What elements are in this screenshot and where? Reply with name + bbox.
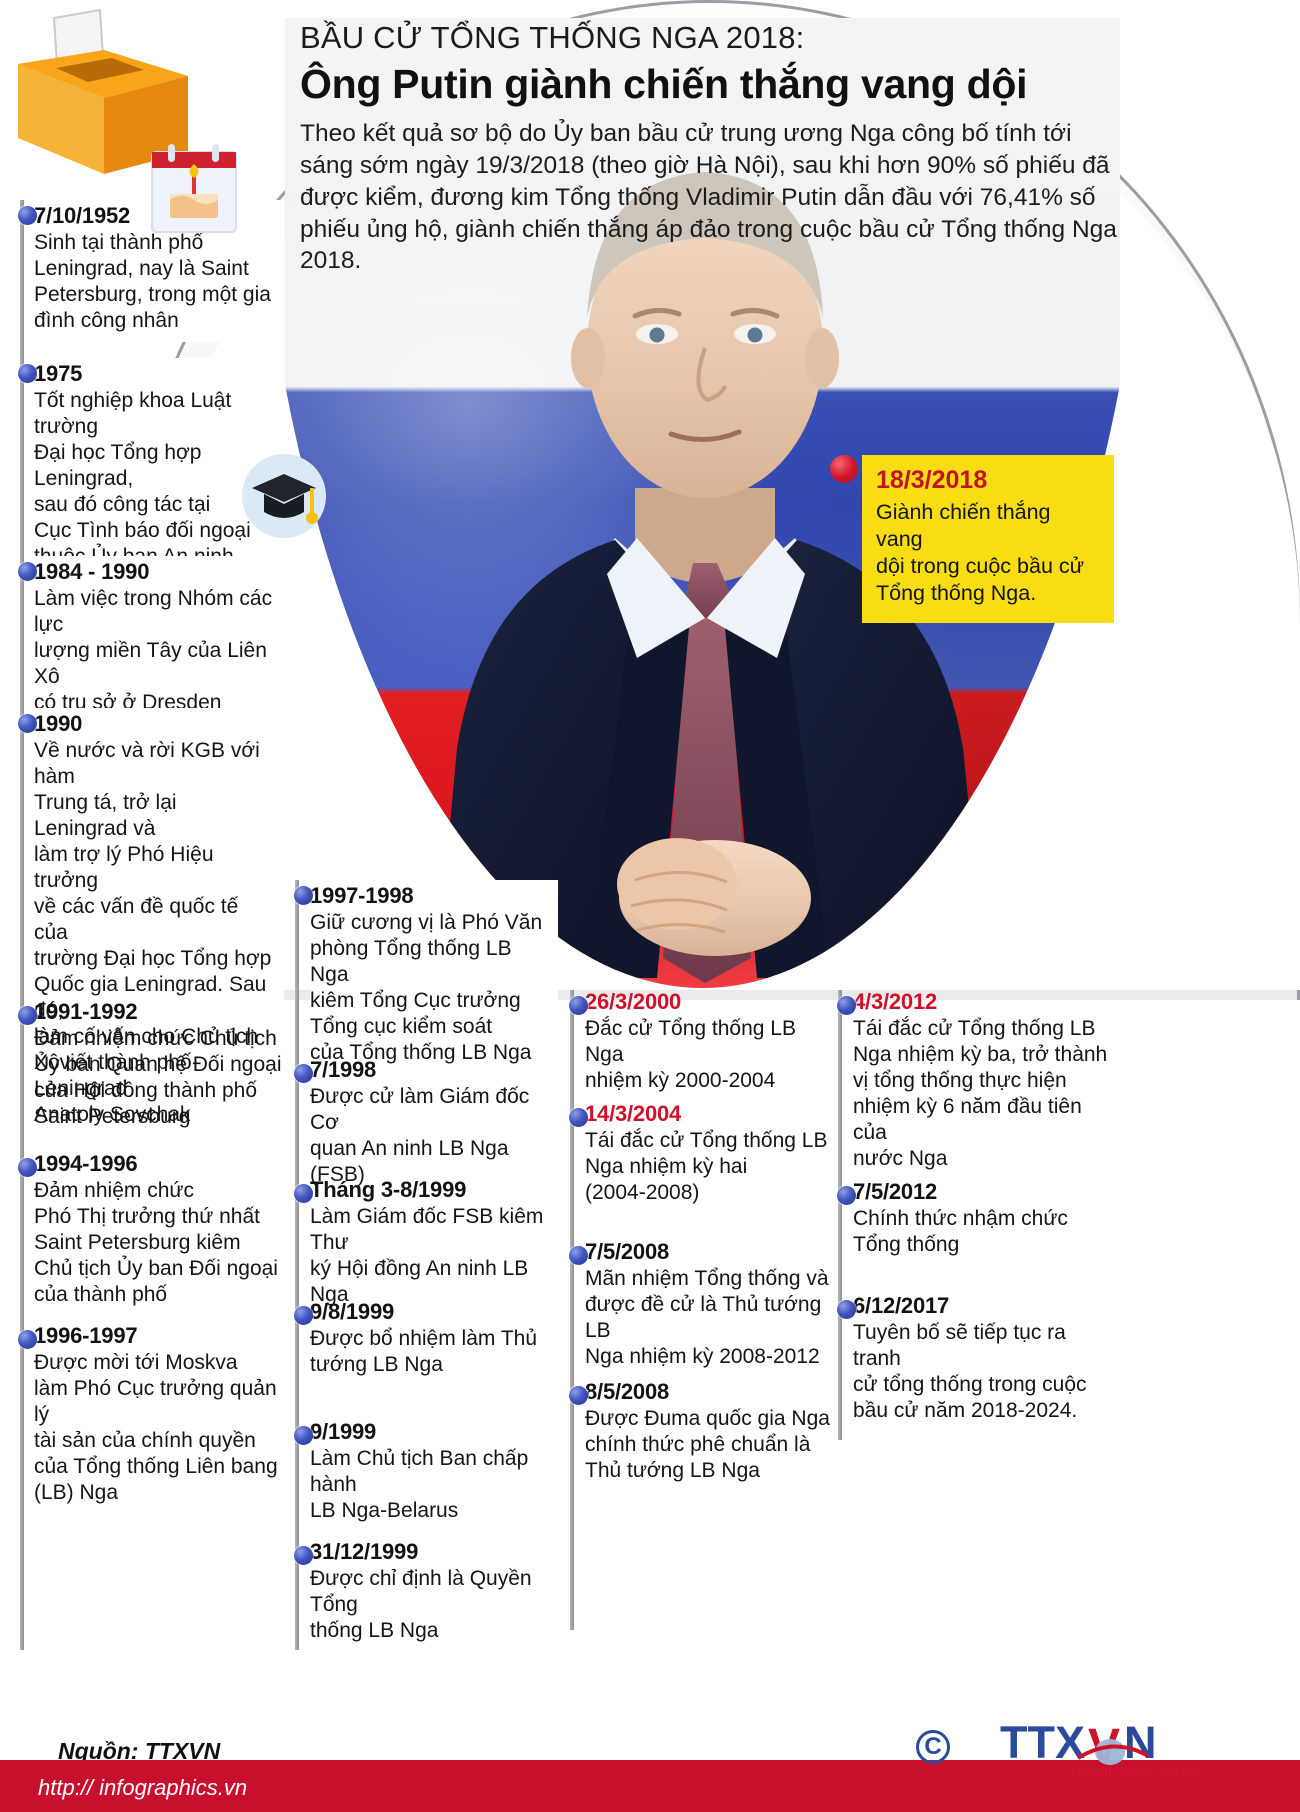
timeline-item[interactable]: 7/5/2008 Mãn nhiệm Tổng thống và được đề… [569,1239,835,1370]
timeline-date: 6/12/2017 [853,1293,950,1318]
timeline-dot-icon [569,996,588,1015]
ballot-box-icon [18,8,188,174]
graduation-cap-icon [242,454,326,538]
timeline-description: Về nước và rời KGB với hàm Trung tá, trở… [34,738,272,1127]
timeline-date: 8/5/2008 [585,1379,670,1404]
callout-text: Giành chiến thắng vang dội trong cuộc bầ… [876,499,1085,605]
svg-text:Vietnam News Agency: Vietnam News Agency [1062,1763,1211,1779]
timeline-item[interactable]: 9/1999 Làm Chủ tịch Ban chấp hành LB Nga… [294,1419,558,1524]
timeline-dot-icon [837,1186,856,1205]
timeline-date: 1996-1997 [34,1323,138,1348]
timeline-description: Đắc cử Tổng thống LB Nga nhiệm kỳ 2000-2… [585,1016,796,1092]
timeline-date: 26/3/2000 [585,989,682,1014]
callout-dot-icon [830,455,858,483]
timeline-item[interactable]: Tháng 3-8/1999 Làm Giám đốc FSB kiêm Thư… [294,1177,568,1308]
timeline-item[interactable]: 1990 Về nước và rời KGB với hàm Trung tá… [18,708,284,1137]
footer-bar [0,1760,1300,1812]
timeline-date: 1975 [34,361,83,386]
page-title: Ông Putin giành chiến thắng vang dội [300,61,1028,108]
timeline-dot-icon [569,1246,588,1265]
timeline-dot-icon [294,1426,313,1445]
timeline-description: Được bổ nhiệm làm Thủ tướng LB Nga [310,1326,538,1376]
lede-paragraph: Theo kết quả sơ bộ do Ủy ban bầu cử trun… [300,120,1117,275]
svg-text:TTX: TTX [1000,1718,1085,1768]
timeline-item[interactable]: 26/3/2000 Đắc cử Tổng thống LB Nga nhiệm… [569,989,835,1094]
timeline-dot-icon [294,1306,313,1325]
ttxvn-logo: TTX V N Vietnam News Agency [1000,1718,1211,1779]
callout-date: 18/3/2018 [876,466,988,494]
timeline-description: Tuyên bố sẽ tiếp tục ra tranh cử tổng th… [853,1320,1087,1422]
timeline-item[interactable]: 1991-1992 Đảm nhiệm chức Chủ tịch Ủy ban… [18,999,284,1130]
timeline-description: Tái đắc cử Tổng thống LB Nga nhiệm kỳ ha… [585,1128,828,1204]
timeline-rail-3 [570,990,574,1630]
timeline-item[interactable]: 6/12/2017 Tuyên bố sẽ tiếp tục ra tranh … [837,1293,1113,1424]
timeline-dot-icon [18,1006,37,1025]
timeline-dot-icon [569,1386,588,1405]
timeline-date: 1994-1996 [34,1151,138,1176]
timeline-description: Được mời tới Moskva làm Phó Cục trưởng q… [34,1350,278,1504]
timeline-description: Mãn nhiệm Tổng thống và được đề cử là Th… [585,1266,829,1368]
timeline-description: Sinh tại thành phố Leningrad, nay là Sai… [34,230,271,332]
timeline-date: 9/8/1999 [310,1299,395,1324]
timeline-date: 9/1999 [310,1419,377,1444]
timeline-dot-icon [18,206,37,225]
timeline-dot-icon [18,1158,37,1177]
timeline-date: 31/12/1999 [310,1539,419,1564]
timeline-dot-icon [837,1300,856,1319]
timeline-date: Tháng 3-8/1999 [310,1177,467,1202]
kicker-title: BẦU CỬ TỔNG THỐNG NGA 2018: [300,20,805,55]
highlight-callout[interactable]: 18/3/2018 Giành chiến thắng vang dội tro… [830,455,1114,623]
timeline-dot-icon [569,1108,588,1127]
timeline-date: 1984 - 1990 [34,559,150,584]
timeline-dot-icon [18,562,37,581]
timeline-item[interactable]: 7/5/2012 Chính thức nhậm chức Tổng thống [837,1179,1113,1258]
copyright-icon: C [916,1730,950,1764]
timeline-date: 4/3/2012 [853,989,938,1014]
timeline-item[interactable]: 4/3/2012 Tái đắc cử Tổng thống LB Nga nh… [837,989,1113,1172]
timeline-date: 1991-1992 [34,999,138,1024]
svg-text:N: N [1124,1718,1157,1768]
timeline-rail-2 [295,880,299,1650]
timeline-date: 7/5/2012 [853,1179,938,1204]
timeline-date: 7/1998 [310,1057,377,1082]
timeline-rail-1 [20,200,24,1650]
timeline-description: Được chỉ định là Quyền Tổng thống LB Nga [310,1566,532,1642]
timeline-description: Được cử làm Giám đốc Cơ quan An ninh LB … [310,1084,530,1186]
timeline-dot-icon [294,1546,313,1565]
timeline-dot-icon [294,1184,313,1203]
timeline-dot-icon [18,1330,37,1349]
footer-url[interactable]: http:// infographics.vn [38,1775,248,1800]
timeline-item[interactable]: 14/3/2004 Tái đắc cử Tổng thống LB Nga n… [569,1101,835,1206]
timeline-item[interactable]: 1996-1997 Được mời tới Moskva làm Phó Cụ… [18,1323,284,1506]
calendar-birthday-icon [151,144,237,233]
timeline-dot-icon [294,886,313,905]
timeline-description: Đảm nhiệm chức Phó Thị trưởng thứ nhất S… [34,1178,278,1306]
timeline-description: Làm Chủ tịch Ban chấp hành LB Nga-Belaru… [310,1446,529,1522]
timeline-description: Chính thức nhậm chức Tổng thống [853,1206,1068,1256]
timeline-date: 1990 [34,711,83,736]
timeline-dot-icon [837,996,856,1015]
header: BẦU CỬ TỔNG THỐNG NGA 2018: Ông Putin gi… [300,20,1120,277]
timeline-item[interactable]: 31/12/1999 Được chỉ định là Quyền Tổng t… [294,1539,568,1644]
timeline-dot-icon [294,1064,313,1083]
timeline-item[interactable]: 7/1998 Được cử làm Giám đốc Cơ quan An n… [294,1057,558,1188]
timeline-rail-4 [838,990,842,1440]
timeline-item[interactable]: 1997-1998 Giữ cương vị là Phó Văn phòng … [294,880,558,1074]
timeline-description: Tái đắc cử Tổng thống LB Nga nhiệm kỳ ba… [853,1016,1108,1170]
timeline-dot-icon [18,364,37,383]
timeline-item[interactable]: 9/8/1999 Được bổ nhiệm làm Thủ tướng LB … [294,1299,558,1378]
timeline-dot-icon [18,714,37,733]
timeline-description: Làm Giám đốc FSB kiêm Thư ký Hội đồng An… [310,1204,544,1306]
timeline-item[interactable]: 8/5/2008 Được Đuma quốc gia Nga chính th… [569,1379,835,1484]
timeline-date: 7/10/1952 [34,203,131,228]
source-label: Nguồn: TTXVN [58,1738,221,1764]
timeline-date: 7/5/2008 [585,1239,670,1264]
timeline-date: 1997-1998 [310,883,414,908]
timeline-item[interactable]: 1994-1996 Đảm nhiệm chức Phó Thị trưởng … [18,1151,284,1308]
timeline-description: Giữ cương vị là Phó Văn phòng Tổng thống… [310,910,543,1064]
timeline-date: 14/3/2004 [585,1101,682,1126]
timeline-description: Được Đuma quốc gia Nga chính thức phê ch… [585,1406,830,1482]
timeline-description: Đảm nhiệm chức Chủ tịch Ủy ban Quan hệ Đ… [34,1026,282,1128]
